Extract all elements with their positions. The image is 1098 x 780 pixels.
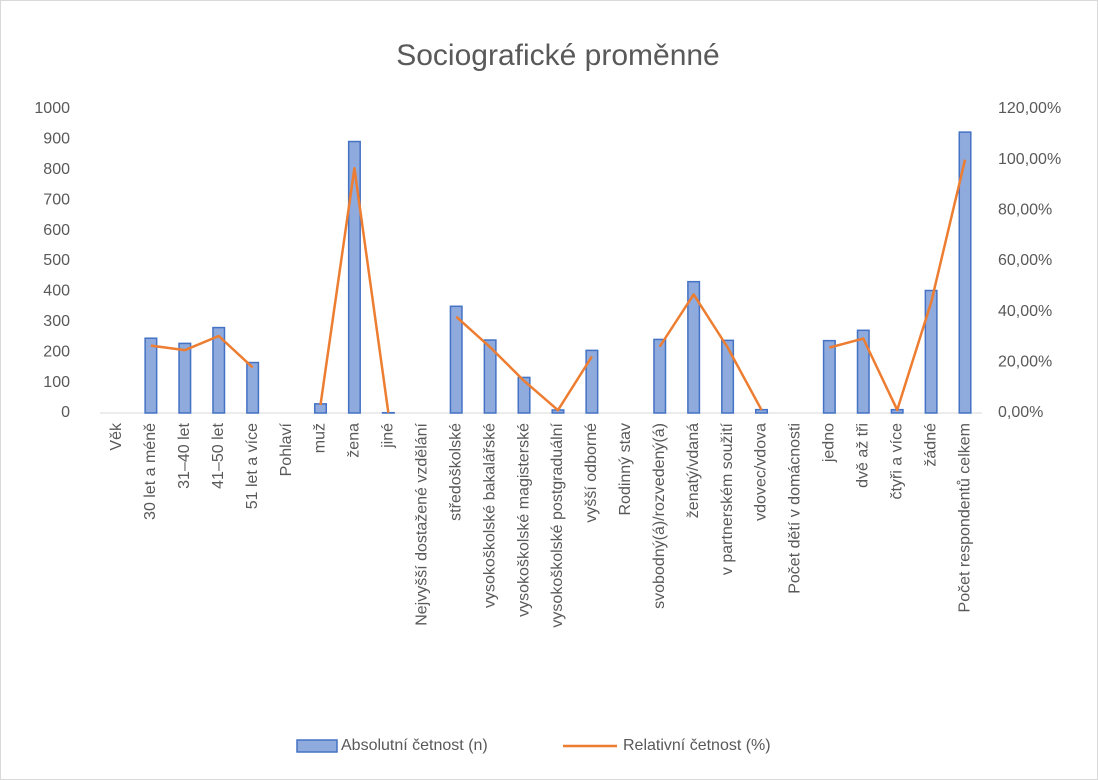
chart-title: Sociografické proměnné (396, 39, 720, 72)
y-tick-label: 600 (43, 222, 70, 239)
y2-tick-label: 0,00% (998, 404, 1043, 421)
bar (347, 140, 361, 414)
x-tick-label: jiné (380, 423, 397, 449)
bar (449, 305, 463, 414)
x-tick-label: Rodinný stav (617, 423, 634, 516)
x-tick-label: muž (312, 423, 329, 453)
x-tick-label: dvě až tři (854, 423, 871, 488)
y2-tick-label: 100,00% (998, 151, 1061, 168)
x-tick-label: Věk (108, 422, 125, 451)
x-tick-label: v partnerském soužití (719, 422, 736, 575)
bar (924, 289, 938, 414)
bar (822, 339, 836, 414)
y-tick-label: 1000 (34, 100, 70, 117)
x-tick-label: středoškolské (447, 423, 464, 521)
bar (958, 131, 972, 414)
legend-label: Absolutní četnost (n) (341, 737, 488, 754)
y-tick-label: 0 (61, 404, 70, 421)
x-tick-label: jedno (821, 423, 838, 463)
y2-tick-label: 20,00% (998, 354, 1052, 371)
x-tick-label: Počet respondentů celkem (955, 423, 973, 612)
y-tick-label: 400 (43, 283, 70, 300)
x-tick-label: vysokoškolské bakalářské (481, 423, 498, 608)
x-tick-label: vysokoškolské postgraduální (549, 422, 566, 627)
y2-tick-label: 60,00% (998, 252, 1052, 269)
bar (212, 326, 226, 414)
bar (144, 337, 158, 414)
x-tick-label: Počet dětí v domácnosti (787, 423, 804, 594)
bar (246, 361, 260, 414)
bar (313, 403, 328, 414)
x-tick-label: 30 let a méně (142, 423, 159, 520)
y-tick-label: 300 (43, 313, 70, 330)
bar (178, 342, 192, 414)
y-tick-label: 700 (43, 191, 70, 208)
y-tick-label: 900 (43, 131, 70, 148)
x-tick-label: Nejvyšší dostažené vzdělání (413, 422, 430, 625)
y-tick-label: 800 (43, 161, 70, 178)
y2-tick-label: 40,00% (998, 303, 1052, 320)
legend-label: Relativní četnost (%) (623, 737, 771, 754)
y-tick-label: 200 (43, 343, 70, 360)
x-tick-label: vysokoškolské magisterské (515, 423, 532, 617)
bar (856, 329, 870, 414)
x-tick-label: žena (346, 423, 363, 458)
bar (754, 408, 769, 414)
x-tick-label: žádné (922, 423, 939, 467)
y2-tick-label: 80,00% (998, 202, 1052, 219)
x-tick-label: 41–50 let (210, 422, 227, 488)
bar (721, 339, 735, 414)
x-tick-label: ženatý/vdaná (685, 423, 702, 518)
legend-swatch (296, 739, 338, 753)
y-tick-label: 100 (43, 374, 70, 391)
x-tick-label: 51 let a více (244, 423, 261, 509)
x-tick-label: svobodný(á)/rozvedený(á) (651, 423, 668, 609)
bar (585, 349, 599, 414)
bar (483, 339, 497, 414)
bar (687, 280, 701, 414)
y-tick-label: 500 (43, 252, 70, 269)
y2-tick-label: 120,00% (998, 100, 1061, 117)
x-tick-label: čtyři a více (888, 423, 905, 500)
x-tick-label: Pohlaví (278, 422, 295, 476)
x-tick-label: 31–40 let (176, 422, 193, 488)
bar (653, 338, 667, 414)
x-tick-label: vdovec/vdova (753, 423, 770, 521)
line (150, 159, 967, 413)
bar (517, 376, 531, 414)
x-tick-label: vyšší odborné (583, 423, 600, 523)
